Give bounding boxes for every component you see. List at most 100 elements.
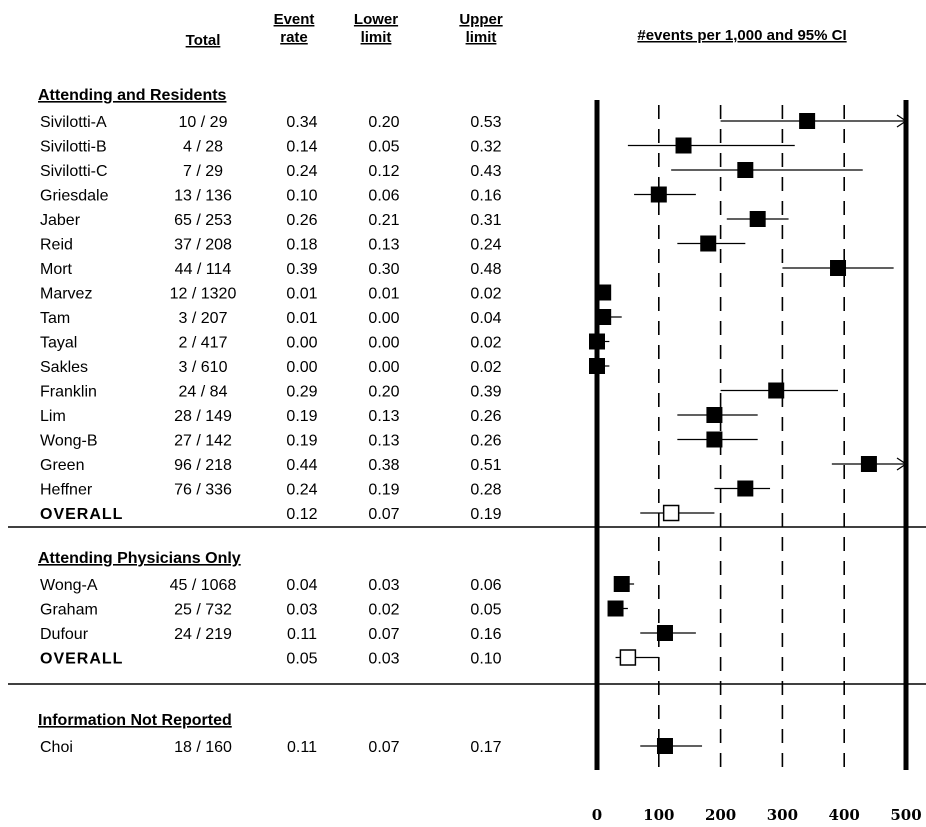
study-name: Mort [40,261,73,278]
event-rate-value: 0.11 [287,626,317,643]
upper-limit-value: 0.06 [470,577,501,594]
upper-limit-value: 0.02 [470,286,501,303]
study-total: 3 / 207 [179,310,228,327]
point-estimate-marker [656,738,673,754]
study-name: Franklin [40,384,97,401]
study-total: 18 / 160 [174,739,232,756]
study-name: Sivilotti-C [40,163,108,180]
study-total: 24 / 219 [174,626,232,643]
study-total: 76 / 336 [174,482,232,499]
event-rate-value: 0.05 [286,651,317,668]
upper-limit-value: 0.28 [470,482,501,499]
point-estimate-marker [607,600,624,617]
upper-limit-value: 0.26 [470,408,501,425]
lower-limit-value: 0.38 [368,457,399,474]
x-tick-label: 100 [643,806,674,824]
study-name: Green [40,457,84,474]
lower-limit-value: 0.05 [368,139,399,156]
event-rate-value: 0.18 [286,237,317,254]
point-estimate-marker [595,309,612,325]
overall-label: OVERALL [40,651,123,668]
point-estimate-marker [768,382,785,399]
lower-limit-value: 0.13 [368,237,399,254]
event-rate-value: 0.29 [286,384,317,401]
study-name: Tayal [40,335,77,352]
study-total: 45 / 1068 [170,577,237,594]
lower-limit-value: 0.00 [368,335,399,352]
point-estimate-marker [737,480,754,497]
study-total: 13 / 136 [174,188,232,205]
header-lower-limit: limit [361,29,392,46]
upper-limit-value: 0.02 [470,359,501,376]
point-estimate-marker [595,284,612,301]
header-event-rate: Event [274,11,315,28]
study-total: 2 / 417 [179,335,228,352]
lower-limit-value: 0.02 [368,602,399,619]
study-total: 37 / 208 [174,237,232,254]
section-heading: Information Not Reported [38,712,232,729]
event-rate-value: 0.10 [286,188,317,205]
study-name: Sivilotti-A [40,114,107,131]
point-estimate-marker [589,358,605,374]
study-name: Sivilotti-B [40,139,107,156]
study-name: Sakles [40,359,88,376]
point-estimate-marker [799,113,816,129]
event-rate-value: 0.14 [286,139,317,156]
lower-limit-value: 0.19 [368,482,399,499]
x-tick-label: 400 [829,806,860,824]
event-rate-value: 0.00 [286,335,317,352]
study-total: 10 / 29 [179,114,228,131]
overall-estimate-marker [662,504,680,522]
study-total: 7 / 29 [183,163,223,180]
lower-limit-value: 0.00 [368,359,399,376]
study-total: 96 / 218 [174,457,232,474]
event-rate-value: 0.19 [286,408,317,425]
upper-limit-value: 0.51 [470,457,501,474]
study-total: 3 / 610 [179,359,228,376]
lower-limit-value: 0.07 [368,739,399,756]
study-total: 24 / 84 [179,384,228,401]
study-total: 44 / 114 [175,261,232,278]
lower-limit-value: 0.03 [368,577,399,594]
point-estimate-marker [589,333,605,350]
point-estimate-marker [613,576,630,592]
event-rate-value: 0.01 [286,310,317,327]
event-rate-value: 0.34 [286,114,317,131]
lower-limit-value: 0.13 [368,433,399,450]
study-name: Wong-A [40,577,98,594]
lower-limit-value: 0.30 [368,261,399,278]
header-upper-limit: Upper [459,11,503,28]
study-name: Griesdale [40,188,109,205]
study-name: Graham [40,602,98,619]
event-rate-value: 0.24 [286,482,317,499]
lower-limit-value: 0.06 [368,188,399,205]
lower-limit-value: 0.12 [368,163,399,180]
study-name: Marvez [40,286,92,303]
study-total: 28 / 149 [174,408,232,425]
point-estimate-marker [860,456,877,472]
header-event-rate: rate [280,29,308,46]
point-estimate-marker [706,431,723,448]
study-total: 4 / 28 [183,139,223,156]
upper-limit-value: 0.17 [470,739,501,756]
upper-limit-value: 0.19 [470,506,501,523]
upper-limit-value: 0.10 [470,651,501,668]
point-estimate-marker [700,235,717,252]
event-rate-value: 0.11 [287,739,317,756]
study-name: Lim [40,408,66,425]
lower-limit-value: 0.13 [368,408,399,425]
lower-limit-value: 0.01 [368,286,399,303]
upper-limit-value: 0.32 [470,139,501,156]
event-rate-value: 0.04 [286,577,317,594]
point-estimate-marker [656,625,673,641]
study-name: Choi [40,739,73,756]
event-rate-value: 0.24 [286,163,317,180]
study-total: 27 / 142 [174,433,232,450]
lower-limit-value: 0.07 [368,626,399,643]
point-estimate-marker [675,137,692,154]
point-estimate-marker [830,260,847,276]
event-rate-value: 0.12 [286,506,317,523]
event-rate-value: 0.03 [286,602,317,619]
event-rate-value: 0.00 [286,359,317,376]
